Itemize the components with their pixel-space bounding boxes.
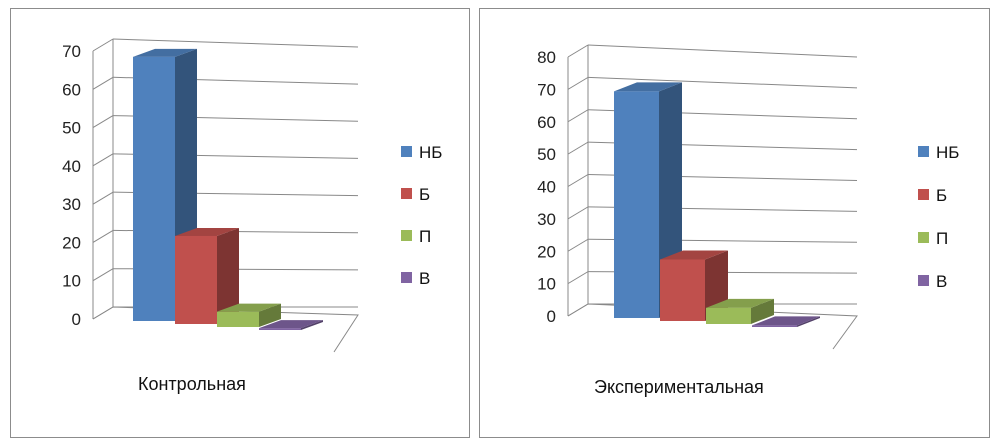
legend-swatch <box>401 146 412 157</box>
gridline-side <box>567 174 589 187</box>
legend-label: В <box>936 272 947 291</box>
chart-panel-experimental: 0 10 20 30 40 50 60 70 80 НБ Б П В Экспериментальная <box>479 8 990 438</box>
chart-caption: Экспериментальная <box>594 377 764 397</box>
gridline <box>587 76 858 89</box>
chart-caption: Контрольная <box>138 374 246 394</box>
gridline <box>587 44 858 58</box>
gridline-side <box>92 115 114 129</box>
legend-label: Б <box>419 185 430 204</box>
chart-experimental: 0 10 20 30 40 50 60 70 80 НБ Б П В <box>537 44 959 350</box>
gridline-side <box>92 153 114 167</box>
bar-П <box>706 307 751 324</box>
chart-control: 0 10 20 30 40 50 60 70 НБ Б П В <box>62 38 442 353</box>
y-tick-label: 0 <box>72 310 81 329</box>
legend-swatch <box>918 275 929 286</box>
gridline-side <box>92 229 114 243</box>
legend-label: НБ <box>419 143 442 162</box>
bar-top <box>175 227 239 236</box>
chart-panel-control: 0 10 20 30 40 50 60 70 НБ Б П В Контрольная <box>10 8 470 438</box>
legend-swatch <box>918 189 929 200</box>
legend-swatch <box>918 232 929 243</box>
gridline-side <box>567 271 589 285</box>
bar-В <box>259 328 301 330</box>
bar-side <box>751 298 774 324</box>
y-tick-label: 0 <box>547 307 556 326</box>
bar-top <box>706 298 774 308</box>
y-tick-label: 80 <box>537 48 556 67</box>
y-tick-label: 20 <box>537 242 556 261</box>
bar-side <box>797 316 820 327</box>
bar-Б <box>175 235 217 324</box>
legend-label: В <box>419 269 430 288</box>
bar-top <box>217 303 281 312</box>
y-tick-label: 20 <box>62 233 81 252</box>
bar-side <box>259 303 281 327</box>
y-tick-label: 10 <box>62 272 81 291</box>
legend-swatch <box>401 188 412 199</box>
gridline-side <box>92 76 114 90</box>
y-tick-label: 70 <box>62 42 81 61</box>
bar-НБ <box>614 91 659 318</box>
bar-top <box>259 320 323 329</box>
bar-П <box>217 311 259 327</box>
gridline <box>112 38 359 48</box>
y-tick-label: 30 <box>62 195 81 214</box>
y-tick-label: 60 <box>62 80 81 99</box>
gridline-side <box>567 109 589 123</box>
gridline-side <box>567 238 589 252</box>
legend-swatch <box>401 272 412 283</box>
gridline-side <box>92 191 114 205</box>
bar-top <box>660 250 728 260</box>
bar-Б <box>660 259 705 321</box>
y-tick-label: 50 <box>537 145 556 164</box>
y-tick-label: 40 <box>62 157 81 176</box>
legend-label: П <box>936 229 948 248</box>
bar-top <box>614 82 682 92</box>
y-tick-label: 50 <box>62 119 81 138</box>
gridline-side <box>567 141 589 155</box>
gridline-side <box>92 268 114 282</box>
legend-label: НБ <box>936 143 959 162</box>
y-tick-label: 10 <box>537 275 556 294</box>
bar-side <box>217 227 239 324</box>
bar-top <box>133 48 197 57</box>
bar-НБ <box>133 56 175 321</box>
gridline-side <box>92 38 114 52</box>
bar-top <box>752 316 820 326</box>
bar-side <box>301 320 323 330</box>
y-tick-label: 40 <box>537 178 556 197</box>
gridline-side <box>567 206 589 220</box>
legend-swatch <box>401 230 412 241</box>
y-tick-label: 70 <box>537 80 556 99</box>
legend-swatch <box>918 146 929 157</box>
gridline-side <box>567 44 589 58</box>
legend-label: Б <box>936 186 947 205</box>
y-tick-label: 30 <box>537 210 556 229</box>
bar-В <box>752 325 797 327</box>
y-tick-label: 60 <box>537 113 556 132</box>
gridline-side <box>567 76 589 90</box>
legend-label: П <box>419 227 431 246</box>
